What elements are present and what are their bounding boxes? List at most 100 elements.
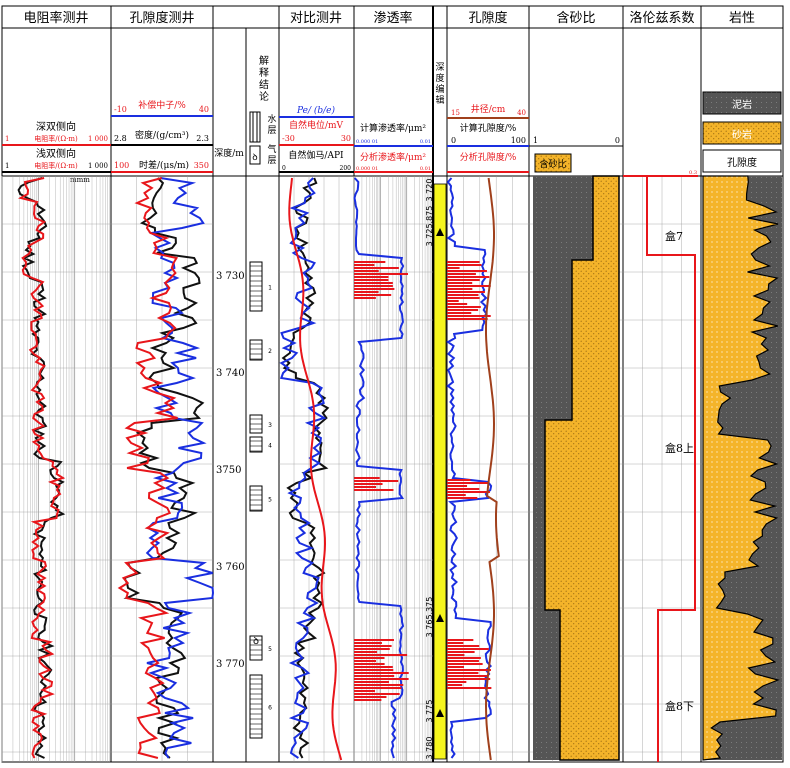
calc-perm-min: 0.000 01 bbox=[356, 139, 378, 145]
calc-perm-max: 0.01 bbox=[420, 139, 431, 145]
anal-perm-min: 0.000 01 bbox=[356, 166, 378, 172]
depth-edit-mark: 3 725.875 bbox=[425, 206, 434, 247]
curves bbox=[17, 175, 698, 762]
shallow-label: 浅双侧向 bbox=[36, 147, 76, 160]
density-min: 2.8 bbox=[114, 134, 127, 143]
caliper-label: 井径/cm bbox=[471, 103, 506, 115]
layer-number: 5 bbox=[268, 646, 272, 653]
porosity-log-title: 孔隙度测井 bbox=[129, 10, 194, 26]
caliper-max: 40 bbox=[517, 109, 526, 117]
porosity-log-header: 补偿中子/% -10 40 密度/(g/cm³) 2.8 2.3 时差/(μs/… bbox=[111, 99, 213, 173]
neutron-min: -10 bbox=[114, 105, 127, 114]
shallow-resistivity-curve bbox=[18, 177, 66, 759]
interpretation-layer-box bbox=[249, 339, 263, 361]
gr-max: 200 bbox=[340, 165, 352, 172]
porosity-header: 井径/cm 15 40 计算孔隙度/% 0 100 分析孔隙度/% bbox=[447, 103, 529, 173]
depth-tick-label: 3750 bbox=[216, 465, 241, 476]
correlation-header: Pe/ (b/e) 自然电位/mV -30 30 自然伽马/API 0 200 bbox=[279, 105, 354, 173]
calc-porosity-max: 100 bbox=[511, 136, 526, 145]
lorenz-title: 洛伦兹系数 bbox=[629, 11, 694, 26]
resistivity-scale-mark: mmm bbox=[70, 176, 90, 184]
sand-ratio-header: 1 0 bbox=[529, 136, 623, 147]
anal-perm-max: 0.01 bbox=[420, 166, 431, 172]
anal-porosity-label: 分析孔隙度/% bbox=[460, 151, 517, 163]
interpretation-layer-box bbox=[249, 436, 263, 453]
depth-edit-mark: 3 765.375 bbox=[425, 597, 434, 638]
water-legend-box bbox=[249, 111, 261, 143]
sp-max: 30 bbox=[341, 134, 351, 143]
depth-edit-bar bbox=[433, 183, 447, 760]
sand-ratio-sand-fill bbox=[544, 175, 620, 761]
sp-label: 自然电位/mV bbox=[289, 119, 344, 131]
interpretation-layer-box bbox=[249, 261, 263, 312]
sp-curve bbox=[288, 177, 343, 761]
layer-number: 3 bbox=[268, 422, 272, 429]
depth-edit-triangle bbox=[436, 709, 444, 717]
porosity-title: 孔隙度 bbox=[468, 10, 507, 26]
deep-max: 1 000 bbox=[88, 135, 108, 143]
mudstone-legend: 泥岩 bbox=[732, 98, 752, 111]
layer-number: 5 bbox=[268, 497, 272, 504]
lorenz-curve bbox=[646, 176, 696, 762]
resistivity-title: 电阻率测井 bbox=[23, 10, 88, 26]
sand-ratio-legend-box bbox=[534, 153, 572, 173]
layer-number: 4 bbox=[268, 443, 272, 450]
dt-label: 时差/(μs/m) bbox=[139, 159, 189, 171]
density-label: 密度/(g/cm³) bbox=[135, 129, 189, 141]
porosity-legend: 孔隙度 bbox=[727, 156, 757, 169]
sand-ratio-max: 0 bbox=[615, 136, 620, 145]
layer-number: 1 bbox=[268, 285, 272, 292]
interpretation-layer-box bbox=[249, 674, 263, 739]
calc-porosity-label: 计算孔隙度/% bbox=[460, 122, 517, 134]
density-max: 2.3 bbox=[196, 134, 209, 143]
neutron-curve bbox=[145, 177, 215, 759]
caliper-min: 15 bbox=[451, 109, 460, 117]
fills bbox=[433, 153, 782, 761]
labels: 3 730 3 740 3750 3 760 3 770 1 2 3 4 5 5 6 ꝺ 3 720 3 7… bbox=[216, 158, 697, 759]
shallow-max: 1 000 bbox=[88, 162, 108, 170]
sandstone-legend: 砂岩 bbox=[732, 128, 752, 141]
sp-min: -30 bbox=[282, 134, 295, 143]
water-legend: 水层 bbox=[267, 113, 276, 136]
depth-tick-label: 3 740 bbox=[216, 368, 245, 379]
formation-zone-label: 盒8下 bbox=[665, 699, 694, 713]
deep-min: 1 bbox=[5, 135, 9, 143]
formation-zone-label: 盒7 bbox=[665, 229, 683, 243]
header bbox=[1, 5, 784, 177]
depth-tick-label: 3 770 bbox=[216, 659, 245, 670]
depth-tick-label: 3 730 bbox=[216, 271, 245, 282]
deep-label: 深双侧向 bbox=[36, 120, 76, 133]
lithology-title: 岩性 bbox=[729, 11, 755, 26]
sand-ratio-min: 1 bbox=[533, 136, 538, 145]
neutron-max: 40 bbox=[199, 105, 209, 114]
deep-unit: 电阻率/(Ω·m) bbox=[34, 134, 78, 143]
depth-edit-triangle bbox=[436, 614, 444, 622]
dt-max: 350 bbox=[194, 161, 209, 170]
resistivity-header: 深双侧向 电阻率/(Ω·m) 1 1 000 浅双侧向 电阻率/(Ω·m) 1 … bbox=[2, 120, 111, 184]
layer-number: 2 bbox=[268, 348, 272, 355]
gr-label: 自然伽马/API bbox=[288, 149, 344, 161]
neutron-label: 补偿中子/% bbox=[138, 99, 186, 111]
porosity-legend-box bbox=[702, 149, 782, 173]
gas-layer-symbol: ꝺ bbox=[253, 636, 259, 647]
calc-porosity-curve bbox=[446, 177, 493, 759]
sand-ratio-legend-label: 含砂比 bbox=[539, 158, 566, 170]
gr-min: 0 bbox=[282, 165, 286, 172]
lithology-sand-fill bbox=[702, 175, 780, 761]
depth-header: 深度/m 解释结论 ꝺ 水层 气层 bbox=[214, 54, 276, 166]
depth-title: 深度/m bbox=[214, 147, 244, 159]
svg-text:ꝺ: ꝺ bbox=[252, 153, 257, 163]
shallow-unit: 电阻率/(Ω·m) bbox=[34, 161, 78, 170]
depth-tick-label: 3 760 bbox=[216, 562, 245, 573]
density-curve bbox=[122, 177, 205, 759]
shallow-min: 1 bbox=[5, 162, 9, 170]
depth-edit-triangle bbox=[436, 228, 444, 236]
calc-porosity-min: 0 bbox=[451, 136, 456, 145]
sand-ratio-title: 含砂比 bbox=[556, 10, 595, 26]
depth-edit-title: 深度编辑 bbox=[435, 62, 444, 106]
mudstone-legend-box bbox=[702, 91, 782, 115]
gr-curve bbox=[281, 177, 330, 759]
gas-legend-box bbox=[249, 145, 261, 165]
